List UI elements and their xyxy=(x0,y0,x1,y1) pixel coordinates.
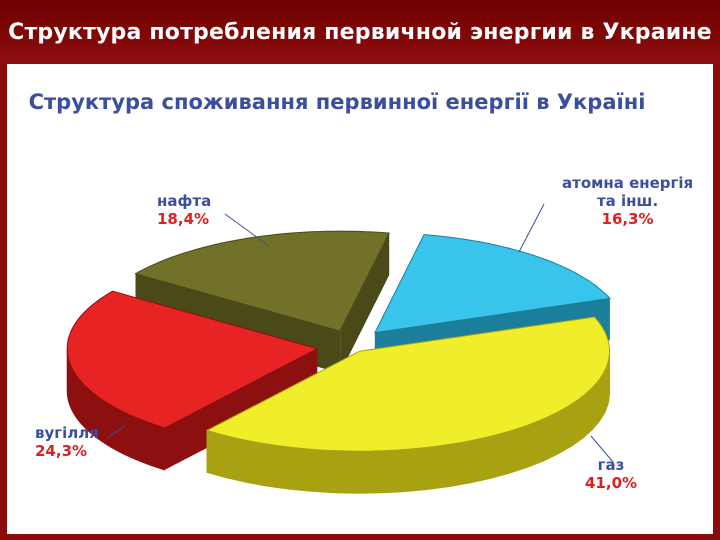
leader-line-2 xyxy=(106,425,126,439)
pie-slice-0 xyxy=(205,316,610,452)
leader-line-1 xyxy=(518,203,545,253)
label-oil-value: 18,4% xyxy=(157,210,210,228)
label-nuclear-value: 16,3% xyxy=(601,210,654,228)
label-nuclear: атомна енергія та інш. 16,3% xyxy=(562,174,693,228)
label-oil-name: нафта xyxy=(157,192,212,210)
leader-line-3 xyxy=(590,435,614,463)
chart-title: Структура споживання первинної енергії в… xyxy=(28,90,646,114)
leader-line-0 xyxy=(224,213,270,247)
pie-slice-1 xyxy=(374,234,611,334)
pie-slice-2 xyxy=(134,230,390,332)
label-nuclear-name-line1: атомна енергія xyxy=(562,174,694,192)
pie-slice-edge-2-1 xyxy=(340,233,390,374)
label-coal: вугілля 24,3% xyxy=(35,424,99,460)
slide-title: Структура потребления первичной энергии … xyxy=(8,19,712,45)
label-coal-value: 24,3% xyxy=(35,442,88,460)
pie-slice-3 xyxy=(66,290,319,429)
chart-panel: Структура споживання первинної енергії в… xyxy=(7,64,713,534)
label-oil: нафта 18,4% xyxy=(157,192,211,228)
label-coal-name: вугілля xyxy=(35,424,99,442)
label-gas: газ 41,0% xyxy=(585,456,637,492)
label-nuclear-name-line2: та інш. xyxy=(596,192,659,210)
pie-chart xyxy=(66,203,614,494)
label-gas-value: 41,0% xyxy=(585,474,638,492)
label-gas-name: газ xyxy=(597,456,625,474)
slide-header: Структура потребления первичной энергии … xyxy=(0,0,720,64)
